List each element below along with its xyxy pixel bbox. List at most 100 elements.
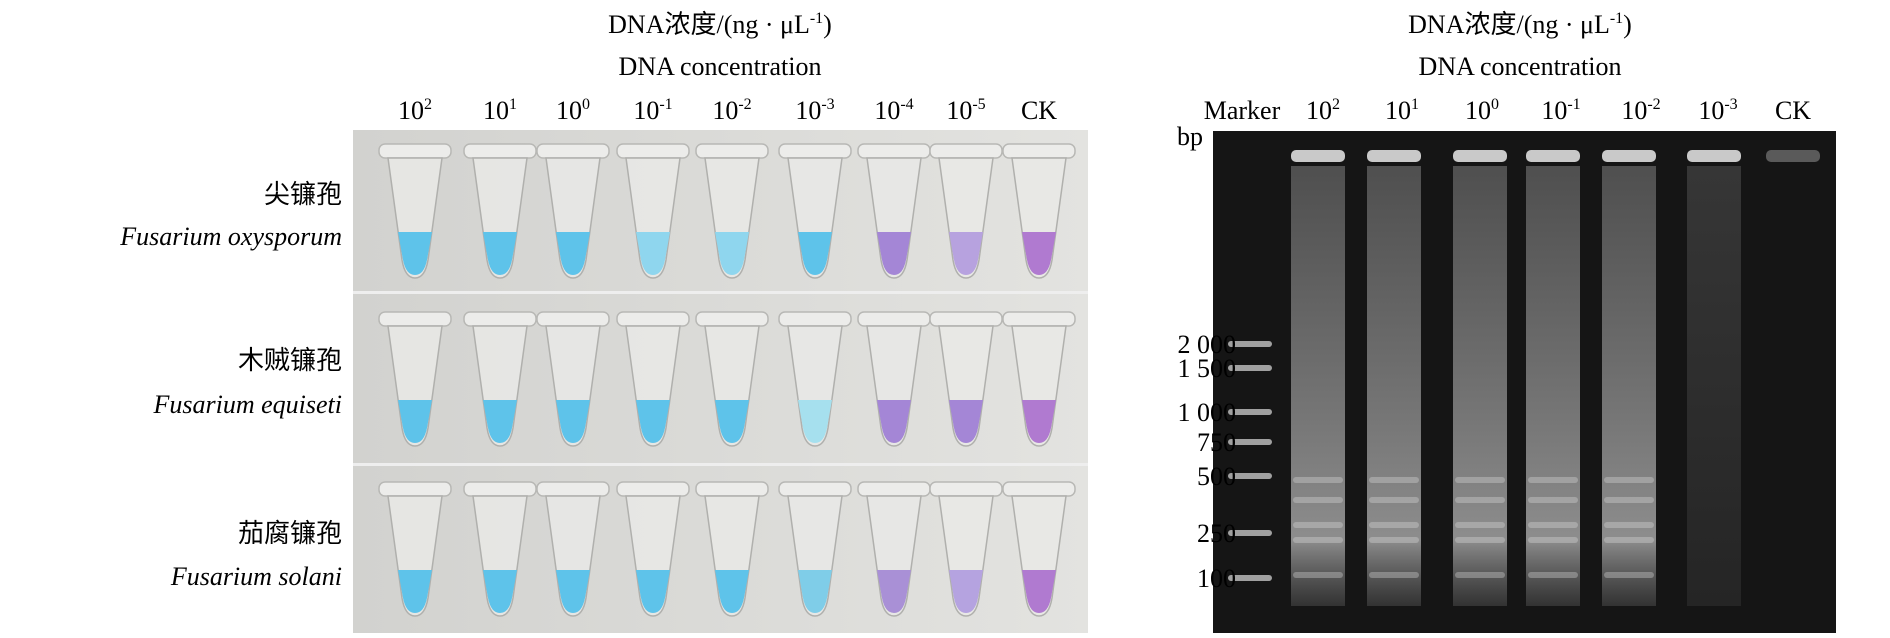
text-part: 10 bbox=[874, 96, 901, 125]
column-label: 10-5 bbox=[946, 96, 985, 125]
tube-cap bbox=[463, 311, 537, 327]
smear-band bbox=[1528, 477, 1578, 483]
tube bbox=[463, 143, 537, 279]
text-part: 10 bbox=[946, 96, 973, 125]
tube-cap bbox=[616, 143, 690, 159]
tube bbox=[695, 481, 769, 617]
superscript: 2 bbox=[1332, 96, 1340, 113]
column-label: 10-4 bbox=[874, 96, 914, 125]
text-part: 10 bbox=[1541, 96, 1568, 125]
tube-cap bbox=[857, 481, 931, 497]
smear-band bbox=[1528, 572, 1578, 578]
marker-band bbox=[1228, 365, 1272, 371]
tube bbox=[616, 481, 690, 617]
text-part: 10 bbox=[712, 96, 739, 125]
tube-liquid bbox=[715, 570, 749, 613]
row-name-latin: Fusarium solani bbox=[170, 562, 342, 591]
lane-label: 10-3 bbox=[1698, 96, 1737, 125]
marker-band bbox=[1228, 530, 1272, 536]
tube bbox=[857, 143, 931, 279]
row-name-cn: 茄腐镰孢 bbox=[237, 519, 342, 548]
smear-band bbox=[1293, 572, 1343, 578]
smear-band bbox=[1455, 497, 1505, 503]
marker-size-label: 250 bbox=[1197, 519, 1236, 548]
lane-label: 101 bbox=[1385, 97, 1419, 124]
tube bbox=[378, 311, 452, 447]
panel-subtitle: DNA concentration bbox=[618, 52, 822, 81]
well bbox=[1687, 150, 1741, 162]
tube-liquid bbox=[715, 400, 749, 443]
sample-lane bbox=[1687, 150, 1741, 606]
marker-size-label: 100 bbox=[1197, 564, 1236, 593]
tube-cap bbox=[1002, 311, 1076, 327]
row-name-latin: Fusarium oxysporum bbox=[120, 222, 342, 251]
tube bbox=[536, 143, 610, 279]
tube-liquid bbox=[556, 400, 590, 443]
superscript: -1 bbox=[659, 96, 673, 113]
marker-band bbox=[1228, 341, 1272, 347]
tube-liquid bbox=[798, 570, 832, 613]
tube-cap bbox=[857, 311, 931, 327]
well bbox=[1766, 150, 1820, 162]
sample-lane bbox=[1453, 150, 1507, 606]
text-part: 10 bbox=[1465, 96, 1491, 125]
column-label: CK bbox=[1020, 96, 1058, 125]
smear-band bbox=[1455, 572, 1505, 578]
marker-size-label: 1 000 bbox=[1177, 398, 1237, 427]
marker-band bbox=[1228, 439, 1272, 445]
tube-liquid bbox=[483, 232, 517, 275]
smear-band bbox=[1369, 537, 1419, 543]
tube bbox=[1002, 311, 1076, 447]
gel-lanes bbox=[1228, 150, 1820, 606]
smear bbox=[1602, 166, 1656, 606]
sample-lane bbox=[1526, 150, 1580, 606]
smear bbox=[1453, 166, 1507, 606]
text-part: 10 bbox=[1306, 96, 1332, 125]
column-label: 10-1 bbox=[633, 96, 673, 125]
tube-cap bbox=[695, 481, 769, 497]
tube-cap bbox=[929, 143, 1003, 159]
tube-liquid bbox=[949, 232, 983, 275]
tube bbox=[1002, 481, 1076, 617]
marker-band bbox=[1228, 473, 1272, 479]
row-divider bbox=[353, 463, 1088, 466]
tube-liquid bbox=[483, 570, 517, 613]
tube bbox=[616, 143, 690, 279]
tube-cap bbox=[1002, 143, 1076, 159]
text-part: 10 bbox=[1698, 96, 1725, 125]
lane-label: 10-2 bbox=[1621, 97, 1660, 124]
tube-cap bbox=[1002, 481, 1076, 497]
tube-liquid bbox=[636, 570, 670, 613]
well bbox=[1291, 150, 1345, 162]
lane-label: CK bbox=[1774, 96, 1812, 125]
tube bbox=[536, 481, 610, 617]
tube-cap bbox=[463, 481, 537, 497]
tube-cap bbox=[616, 481, 690, 497]
smear-band bbox=[1293, 537, 1343, 543]
smear bbox=[1367, 166, 1421, 606]
tube-liquid bbox=[877, 570, 911, 613]
tube-liquid bbox=[556, 232, 590, 275]
tube-cap bbox=[695, 143, 769, 159]
superscript: -4 bbox=[900, 96, 914, 113]
superscript: 0 bbox=[1491, 96, 1499, 113]
marker-size-label: 1 500 bbox=[1177, 354, 1237, 383]
panel-subtitle: DNA concentration bbox=[1418, 52, 1622, 81]
lane-label: Marker bbox=[1203, 96, 1281, 125]
sample-lane bbox=[1367, 150, 1421, 606]
text-part: 10 bbox=[633, 96, 660, 125]
tube-liquid bbox=[636, 232, 670, 275]
smear-band bbox=[1369, 522, 1419, 528]
marker-size-label: 500 bbox=[1197, 462, 1236, 491]
smear bbox=[1687, 166, 1741, 606]
tube-liquid bbox=[715, 232, 749, 275]
smear bbox=[1526, 166, 1580, 606]
smear-band bbox=[1455, 522, 1505, 528]
smear-band bbox=[1604, 522, 1654, 528]
tube-liquid bbox=[877, 232, 911, 275]
lane-label: 102 bbox=[1306, 96, 1340, 125]
row-name-cn: 尖镰孢 bbox=[263, 180, 342, 209]
tube bbox=[463, 311, 537, 447]
panel-title: DNA浓度/(ng · μL-1) bbox=[608, 11, 832, 38]
